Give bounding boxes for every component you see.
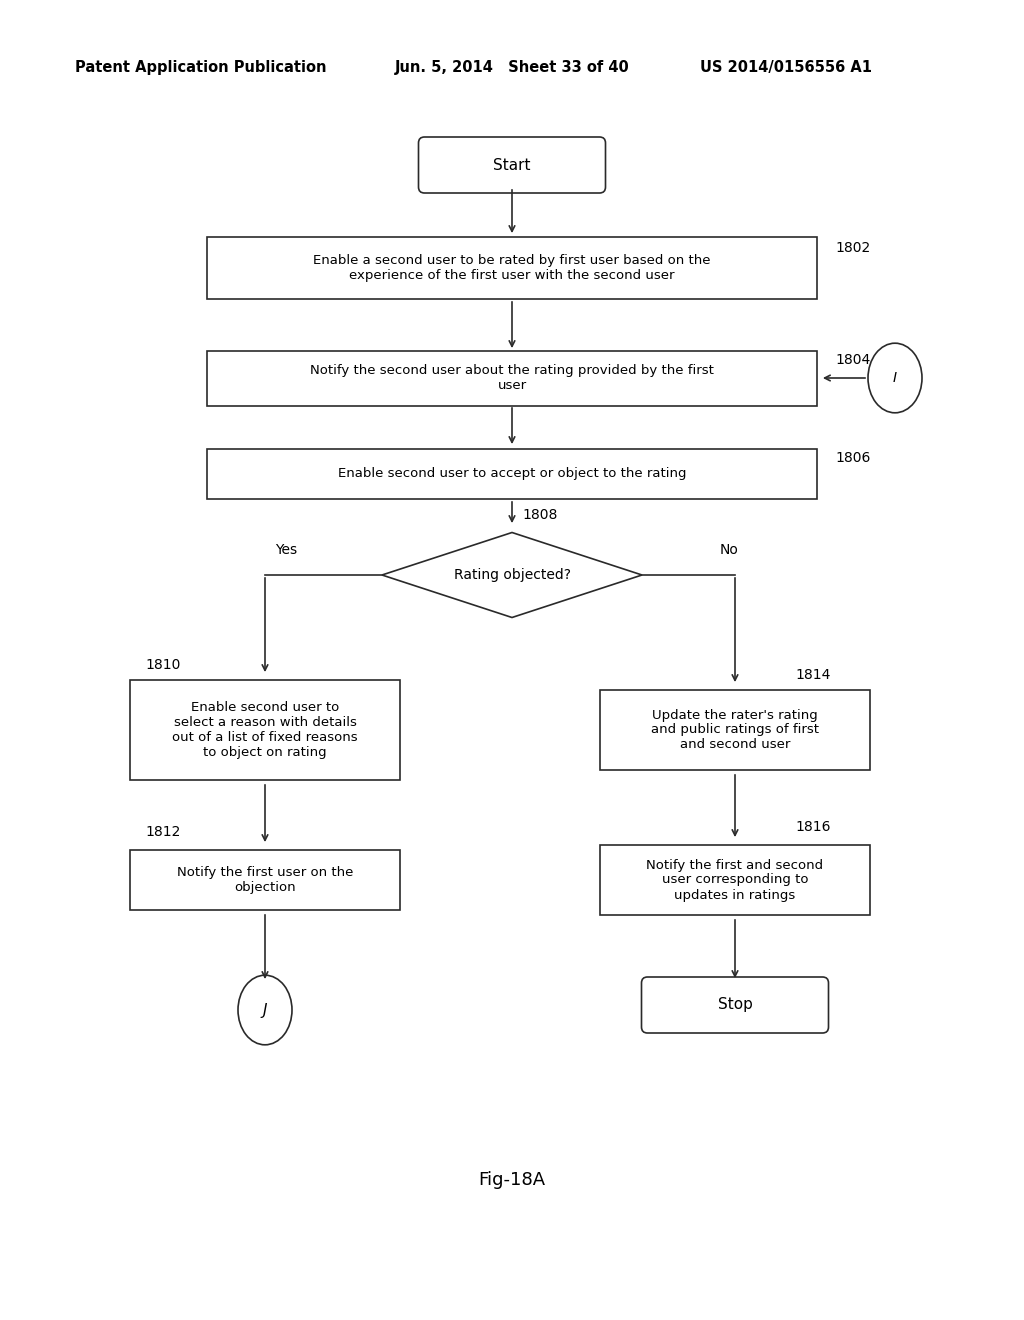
Polygon shape	[382, 532, 642, 618]
Text: 1814: 1814	[795, 668, 830, 682]
Text: Patent Application Publication: Patent Application Publication	[75, 59, 327, 75]
Text: Rating objected?: Rating objected?	[454, 568, 570, 582]
Bar	[130, 680, 400, 780]
Text: J: J	[263, 1002, 267, 1018]
Bar	[207, 449, 817, 499]
Text: I: I	[893, 371, 897, 385]
FancyBboxPatch shape	[419, 137, 605, 193]
Text: 1806: 1806	[835, 451, 870, 465]
Text: Yes: Yes	[275, 543, 297, 557]
Text: Enable second user to
select a reason with details
out of a list of fixed reason: Enable second user to select a reason wi…	[172, 701, 357, 759]
Text: Jun. 5, 2014   Sheet 33 of 40: Jun. 5, 2014 Sheet 33 of 40	[395, 59, 630, 75]
Text: 1812: 1812	[145, 825, 180, 840]
Text: Notify the second user about the rating provided by the first
user: Notify the second user about the rating …	[310, 364, 714, 392]
Bar	[207, 351, 817, 405]
Bar	[207, 238, 817, 300]
Text: Update the rater's rating
and public ratings of first
and second user: Update the rater's rating and public rat…	[651, 709, 819, 751]
Ellipse shape	[238, 975, 292, 1045]
Text: 1802: 1802	[835, 242, 870, 255]
Text: Fig-18A: Fig-18A	[478, 1171, 546, 1189]
Text: Notify the first user on the
objection: Notify the first user on the objection	[177, 866, 353, 894]
Text: No: No	[720, 543, 739, 557]
Text: Start: Start	[494, 157, 530, 173]
Text: Enable a second user to be rated by first user based on the
experience of the fi: Enable a second user to be rated by firs…	[313, 253, 711, 282]
Text: 1816: 1816	[795, 820, 830, 834]
Text: Enable second user to accept or object to the rating: Enable second user to accept or object t…	[338, 467, 686, 480]
Bar	[130, 850, 400, 909]
Text: Notify the first and second
user corresponding to
updates in ratings: Notify the first and second user corresp…	[646, 858, 823, 902]
Text: 1804: 1804	[835, 352, 870, 367]
Text: US 2014/0156556 A1: US 2014/0156556 A1	[700, 59, 872, 75]
Bar	[600, 845, 870, 915]
Bar	[600, 690, 870, 770]
Text: 1808: 1808	[522, 508, 557, 521]
Text: Stop: Stop	[718, 998, 753, 1012]
Ellipse shape	[868, 343, 922, 413]
FancyBboxPatch shape	[641, 977, 828, 1034]
Text: 1810: 1810	[145, 657, 180, 672]
